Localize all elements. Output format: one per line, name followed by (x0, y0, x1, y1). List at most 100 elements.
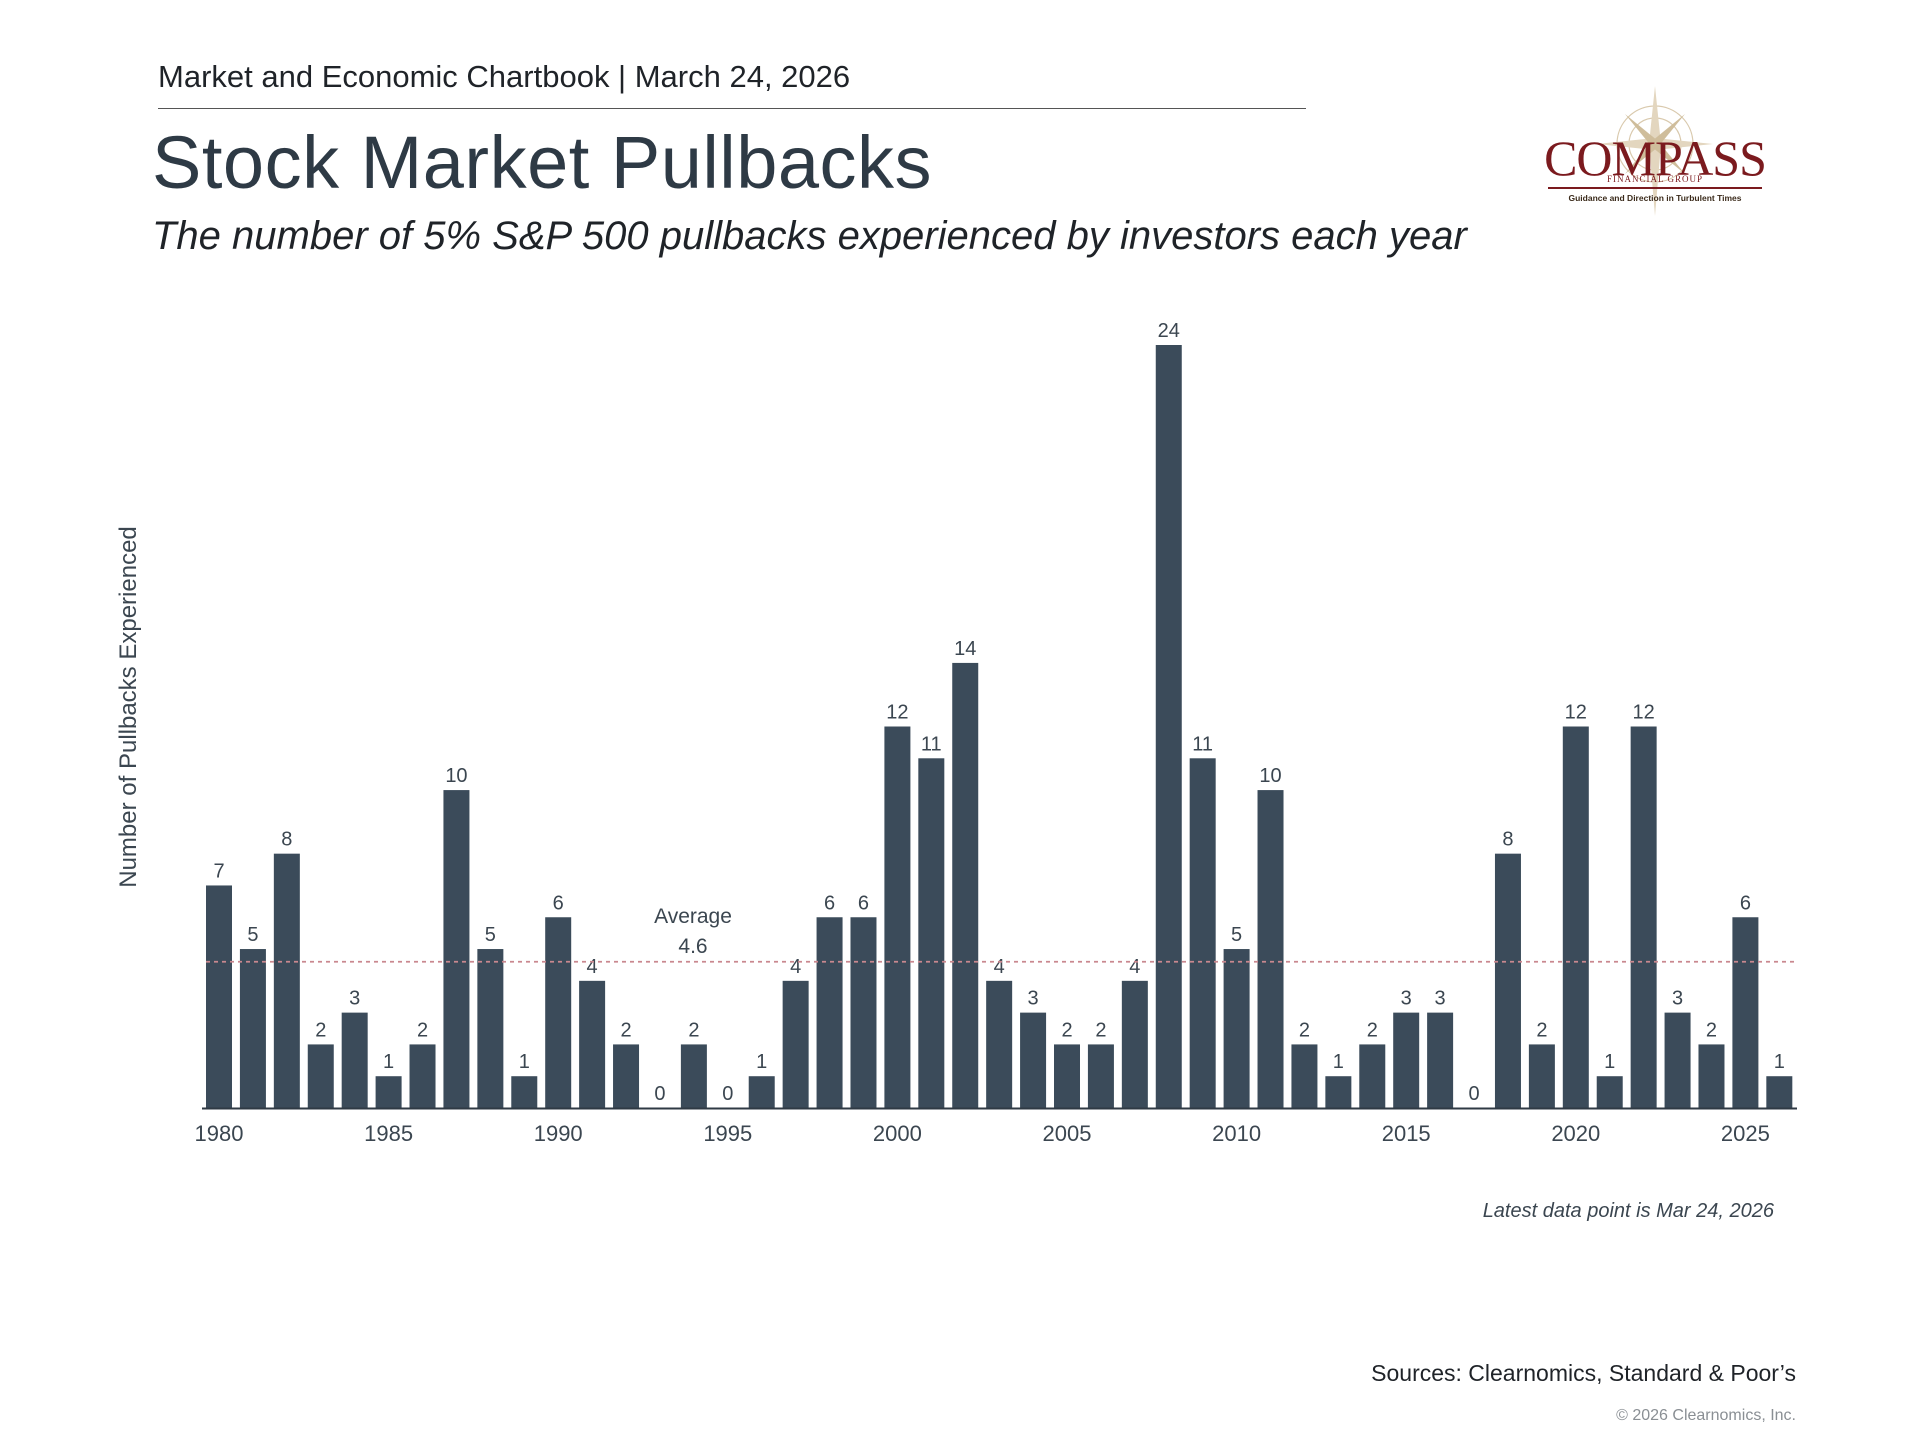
x-tick-label-2005: 2005 (1043, 1121, 1092, 1146)
value-label-2006: 2 (1095, 1019, 1106, 1041)
value-label-1999: 6 (858, 892, 869, 914)
bar-2021 (1596, 1076, 1623, 1108)
value-label-2000: 12 (886, 702, 908, 724)
value-label-1988: 5 (485, 924, 496, 946)
value-label-1994: 2 (688, 1019, 699, 1041)
y-axis-label: Number of Pullbacks Experienced (115, 526, 142, 888)
bar-2018 (1494, 853, 1521, 1108)
bar-2026 (1766, 1076, 1793, 1108)
header-divider (158, 108, 1306, 109)
value-label-2007: 4 (1129, 956, 1140, 978)
latest-data-note: Latest data point is Mar 24, 2026 (1482, 1200, 1774, 1222)
bar-1999 (850, 917, 877, 1108)
compass-logo: COMPASS FINANCIAL GROUP Guidance and Dir… (1540, 84, 1770, 219)
value-label-2009: 11 (1192, 733, 1213, 755)
bar-2007 (1121, 980, 1148, 1108)
value-label-1983: 2 (315, 1019, 326, 1041)
value-label-2025: 6 (1740, 892, 1751, 914)
bar-2003 (986, 980, 1013, 1108)
average-value-label: 4.6 (678, 935, 707, 958)
value-label-1998: 6 (824, 892, 835, 914)
value-label-2011: 10 (1259, 765, 1281, 787)
value-label-2002: 14 (954, 638, 976, 660)
bar-1988 (477, 949, 504, 1108)
value-label-1987: 10 (445, 765, 467, 787)
value-label-1990: 6 (553, 892, 564, 914)
bar-2012 (1291, 1044, 1318, 1108)
value-label-1984: 3 (349, 988, 360, 1010)
bar-2005 (1054, 1044, 1080, 1108)
value-label-2024: 2 (1706, 1019, 1717, 1041)
value-label-2017: 0 (1468, 1083, 1479, 1105)
bar-1998 (816, 917, 843, 1108)
value-label-2003: 4 (994, 956, 1005, 978)
value-label-2021: 1 (1604, 1051, 1615, 1073)
x-tick-label-2025: 2025 (1721, 1121, 1770, 1146)
value-label-2013: 1 (1333, 1051, 1344, 1073)
value-label-2014: 2 (1367, 1019, 1378, 1041)
page-subtitle: The number of 5% S&P 500 pullbacks exper… (152, 214, 1467, 258)
value-label-1982: 8 (281, 829, 292, 851)
bar-2001 (918, 758, 945, 1108)
bar-2020 (1562, 726, 1589, 1108)
value-label-1997: 4 (790, 956, 801, 978)
x-tick-label-2010: 2010 (1212, 1121, 1261, 1146)
bar-1983 (307, 1044, 334, 1108)
x-tick-label-2020: 2020 (1551, 1121, 1600, 1146)
value-label-2001: 11 (921, 733, 942, 755)
value-label-1992: 2 (620, 1019, 631, 1041)
bar-1992 (613, 1044, 640, 1108)
value-label-1986: 2 (417, 1019, 428, 1041)
page-title: Stock Market Pullbacks (152, 121, 933, 204)
x-tick-label-2000: 2000 (873, 1121, 922, 1146)
bar-1984 (341, 1012, 368, 1108)
bar-2004 (1020, 1012, 1047, 1108)
bar-2009 (1189, 758, 1216, 1108)
bar-1982 (273, 853, 300, 1108)
bar-1989 (511, 1076, 538, 1108)
logo-group-text: FINANCIAL GROUP (1607, 174, 1703, 184)
logo-rule (1548, 187, 1762, 189)
bar-1991 (579, 980, 606, 1108)
bar-1986 (409, 1044, 436, 1108)
bar-1980 (206, 885, 232, 1108)
x-tick-label-1985: 1985 (364, 1121, 413, 1146)
bar-1996 (748, 1076, 775, 1108)
value-label-1989: 1 (519, 1051, 530, 1073)
bar-2002 (952, 662, 979, 1108)
bar-1997 (782, 980, 809, 1108)
value-label-1981: 5 (247, 924, 258, 946)
bar-1987 (443, 790, 470, 1108)
bar-2015 (1393, 1012, 1420, 1108)
value-label-2015: 3 (1401, 988, 1412, 1010)
average-label: Average (654, 905, 732, 928)
bar-1990 (545, 917, 572, 1108)
value-label-2020: 12 (1565, 702, 1587, 724)
value-label-1993: 0 (654, 1083, 665, 1105)
logo-tagline: Guidance and Direction in Turbulent Time… (1568, 193, 1742, 203)
value-label-2008: 24 (1158, 320, 1180, 342)
value-label-2012: 2 (1299, 1019, 1310, 1041)
value-label-2019: 2 (1536, 1019, 1547, 1041)
logo-wordmark: COMPASS (1544, 130, 1767, 186)
x-tick-label-1995: 1995 (703, 1121, 752, 1146)
compass-star-icon (1597, 86, 1713, 216)
bar-1985 (375, 1076, 402, 1108)
bar-2006 (1087, 1044, 1114, 1108)
value-label-2018: 8 (1502, 829, 1513, 851)
bar-2024 (1698, 1044, 1725, 1108)
value-label-1996: 1 (756, 1051, 767, 1073)
value-label-1985: 1 (383, 1051, 394, 1073)
value-label-1995: 0 (722, 1083, 733, 1105)
bar-2016 (1427, 1012, 1454, 1108)
value-label-1991: 4 (587, 956, 598, 978)
x-tick-label-2015: 2015 (1382, 1121, 1431, 1146)
bar-2010 (1223, 949, 1250, 1108)
bar-2013 (1325, 1076, 1352, 1108)
bar-2022 (1630, 726, 1657, 1108)
value-label-2004: 3 (1028, 988, 1039, 1010)
sources-text: Sources: Clearnomics, Standard & Poor’s (1371, 1360, 1796, 1386)
bar-1981 (239, 949, 266, 1108)
value-label-2022: 12 (1633, 702, 1655, 724)
